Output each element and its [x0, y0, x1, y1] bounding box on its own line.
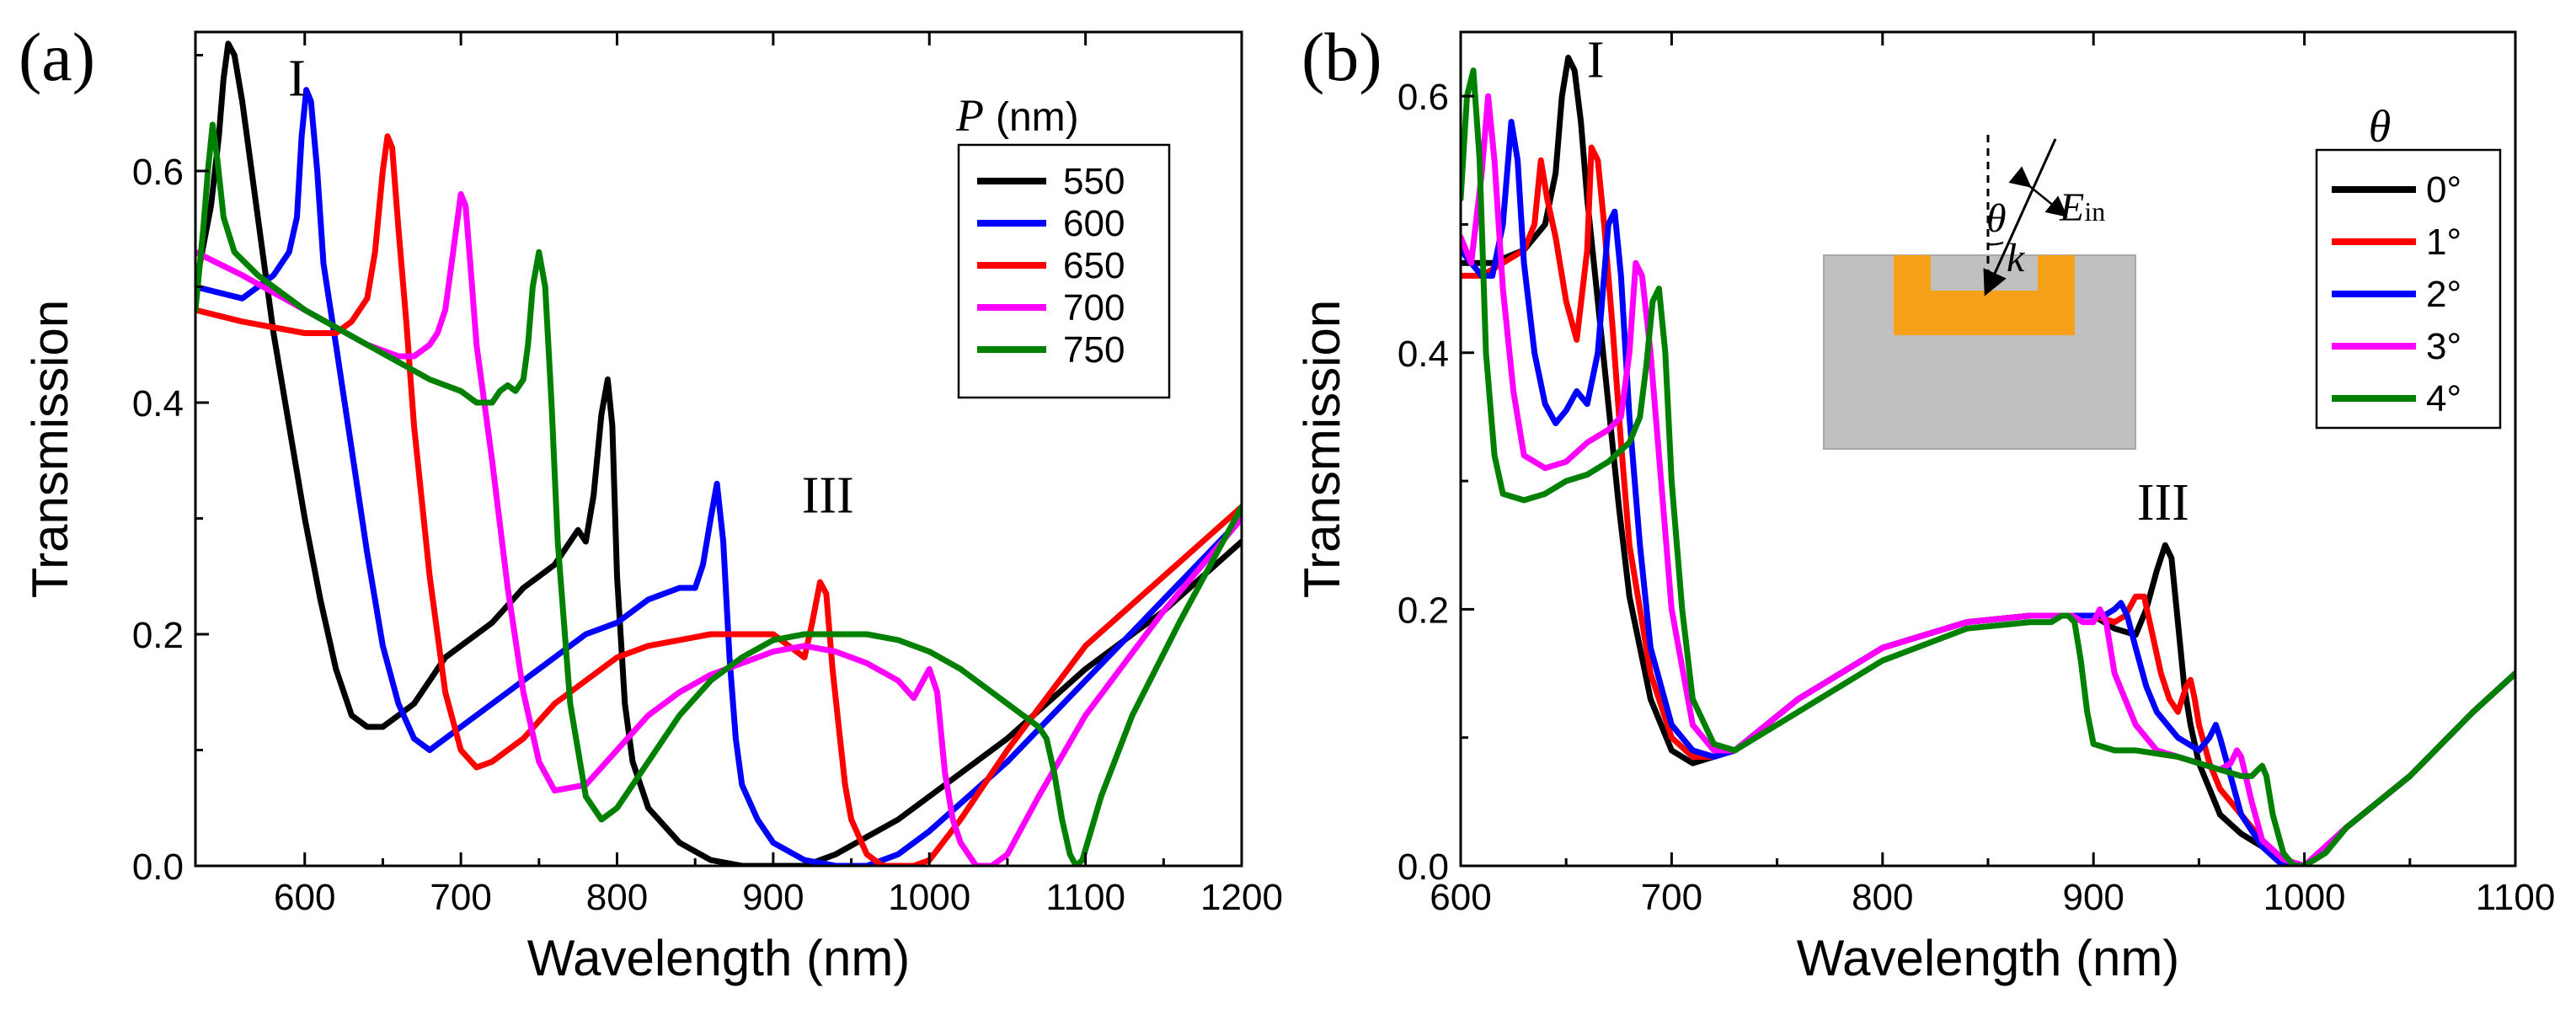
series-line-b-4: [1461, 67, 2515, 866]
y-tick-label: 0.0: [132, 846, 184, 888]
x-tick-label: 800: [1852, 877, 1913, 918]
series-group-b: [1461, 55, 2515, 866]
y-ticks-b: 0.0 0.2 0.4 0.6: [1398, 77, 1474, 888]
legend-label: 750: [1063, 329, 1125, 371]
y-tick-label: 0.4: [1398, 334, 1449, 375]
x-tick-label: 700: [1641, 877, 1702, 918]
x-tick-label: 1000: [888, 877, 970, 918]
y-tick-label: 0.2: [1398, 590, 1449, 631]
legend-title-a: P (nm): [955, 90, 1079, 141]
x-axis-label-a: Wavelength (nm): [527, 930, 911, 986]
legend-label: 650: [1063, 245, 1125, 286]
x-tick-label: 1000: [2263, 877, 2346, 918]
x-tick-label: 800: [586, 877, 648, 918]
x-ticks-a: 600 700 800 900 1000 1100 1200: [274, 32, 1283, 918]
x-axis-label-b: Wavelength (nm): [1797, 930, 2180, 986]
inset-e-label: Ein: [2059, 185, 2105, 230]
series-group-a: [195, 40, 1242, 866]
legend-label: 2°: [2426, 274, 2461, 315]
theta-arc: [1987, 241, 2004, 246]
y-tick-label: 0.0: [1398, 846, 1449, 888]
series-line-a-4: [195, 121, 1242, 866]
legend-label: 4°: [2426, 378, 2461, 419]
y-tick-label: 0.6: [1398, 77, 1449, 118]
y-tick-label: 0.6: [132, 152, 184, 193]
x-tick-label: 900: [742, 877, 804, 918]
substrate-block: [1823, 254, 2136, 450]
e-field-arrow: [2008, 166, 2068, 217]
x-tick-label: 600: [274, 877, 335, 918]
x-tick-label: 1100: [2476, 877, 2556, 918]
inset-schematic: θ k Ein: [1823, 135, 2136, 450]
x-tick-label: 600: [1430, 877, 1491, 918]
legend-label: 600: [1063, 203, 1125, 244]
legend-label: 700: [1063, 287, 1125, 328]
series-line-b-3: [1461, 93, 2515, 866]
x-ticks-b: 600 700 800 900 1000 1100: [1430, 32, 2555, 918]
legend-b: θ 0° 1° 2° 3° 4°: [2315, 101, 2502, 430]
legend-label: 3°: [2426, 326, 2461, 367]
legend-label: 0°: [2426, 169, 2461, 211]
y-axis-label-a: Transmission: [22, 300, 78, 599]
annotation-band-i: I: [288, 51, 306, 108]
x-tick-label: 900: [2062, 877, 2124, 918]
annotation-band-iii: III: [802, 467, 854, 525]
annotation-band-i: I: [1587, 31, 1605, 88]
x-tick-label: 1100: [1045, 877, 1125, 918]
y-axis-label-b: Transmission: [1294, 300, 1350, 599]
legend-label: 550: [1063, 161, 1125, 202]
y-tick-label: 0.4: [132, 383, 184, 425]
inset-theta-label: θ: [1986, 196, 2007, 241]
y-tick-label: 0.2: [132, 615, 184, 656]
x-tick-label: 1200: [1200, 877, 1283, 918]
legend-box-b: [2315, 148, 2502, 430]
series-line-a-3: [195, 191, 1242, 866]
inset-k-label: k: [2007, 236, 2026, 280]
panel-label-b: (b): [1301, 19, 1382, 95]
legend-label: 1°: [2426, 222, 2461, 263]
series-line-a-1: [195, 87, 1242, 866]
y-ticks-a: 0.0 0.2 0.4 0.6: [132, 54, 209, 888]
plot-frame-a: [194, 30, 1243, 868]
x-tick-label: 700: [430, 877, 491, 918]
panel-b: (b) 600 700 800 900 1000 1100 0.0 0.2 0.4 0.6 Wa…: [1294, 19, 2555, 986]
legend-title-b: θ: [2369, 101, 2392, 152]
legend-box-a: [957, 143, 1171, 399]
panel-label-a: (a): [19, 19, 95, 95]
panel-a: (a) 600 700 800 900 1000 1100 1200 0.00.20.40.…: [19, 19, 1283, 986]
series-line-a-2: [195, 133, 1242, 866]
annotation-band-iii: III: [2137, 474, 2189, 531]
